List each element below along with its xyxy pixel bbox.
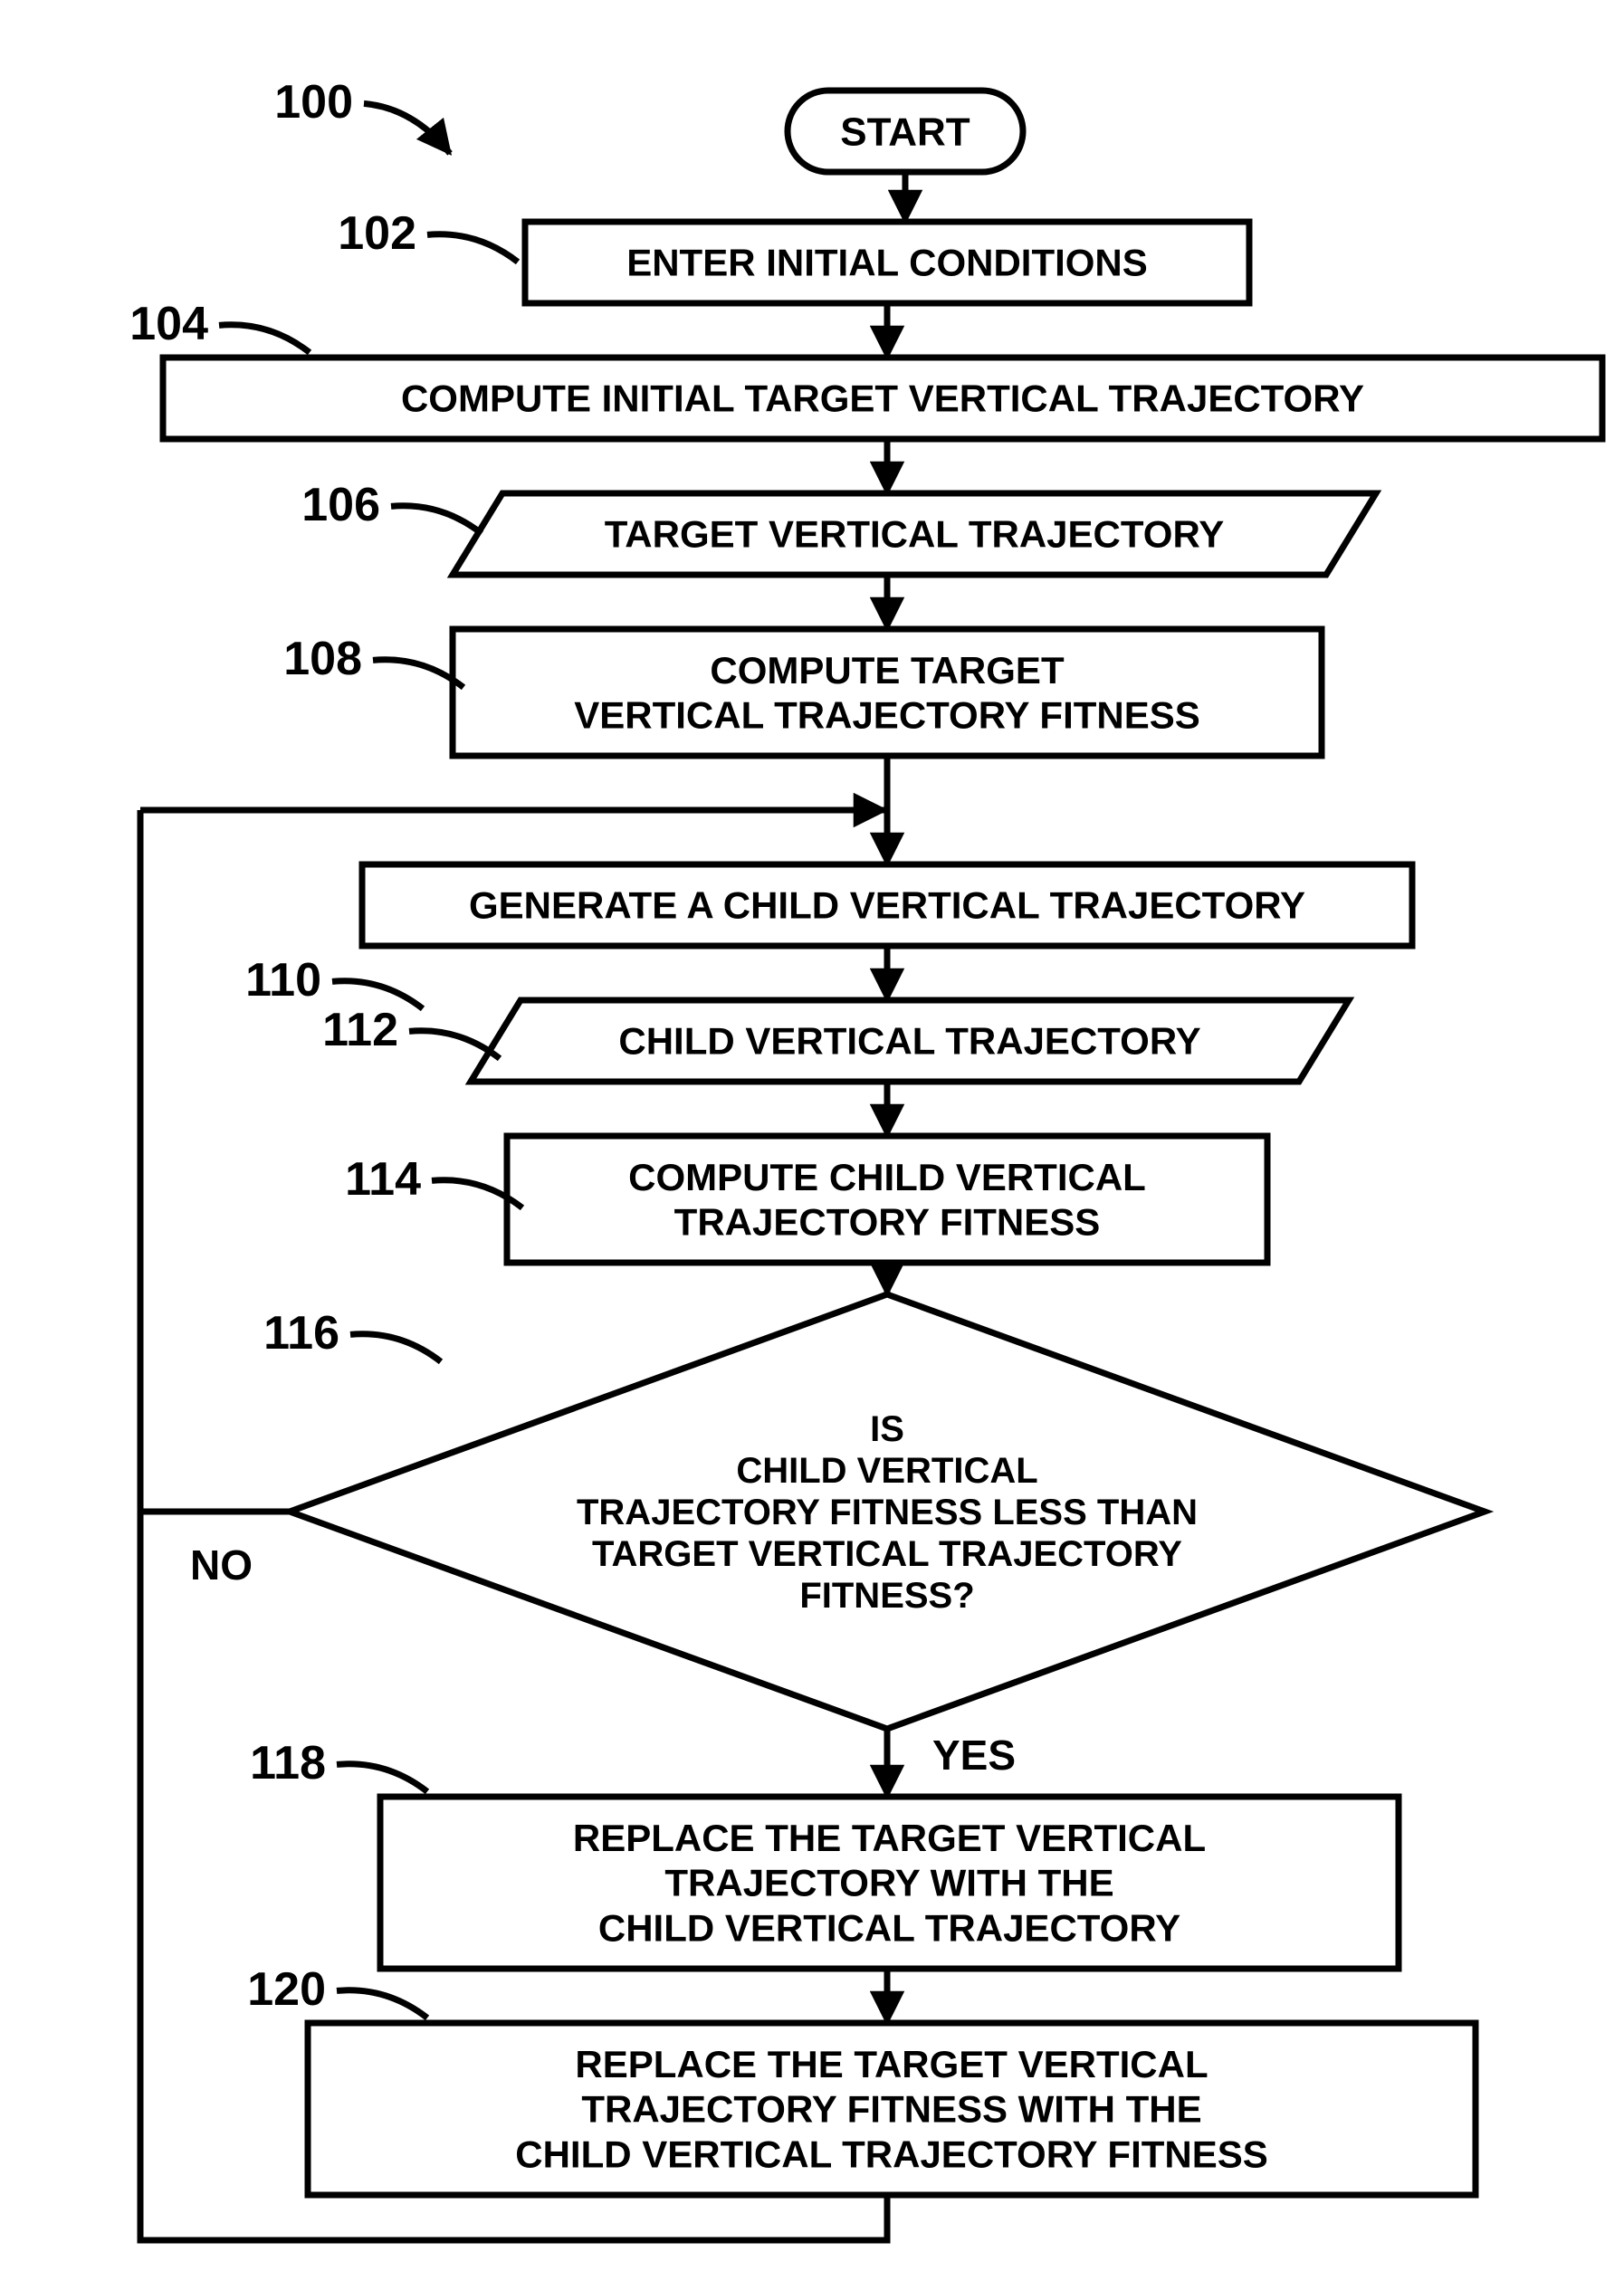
ref-102: 102 [338, 207, 416, 260]
ref-114: 114 [345, 1153, 421, 1206]
n102-label: ENTER INITIAL CONDITIONS [626, 242, 1148, 284]
ref-116: 116 [263, 1307, 339, 1360]
ref-112: 112 [322, 1004, 398, 1056]
ref-108: 108 [283, 633, 362, 685]
ref-leader [219, 325, 310, 353]
n104-label: COMPUTE INITIAL TARGET VERTICAL TRAJECTO… [401, 377, 1364, 420]
ref-106: 106 [301, 479, 380, 531]
n120-label: REPLACE THE TARGET VERTICALTRAJECTORY FI… [515, 2043, 1268, 2175]
ref-120: 120 [247, 1963, 326, 2016]
ref-118: 118 [250, 1737, 326, 1789]
n112-label: CHILD VERTICAL TRAJECTORY [618, 1020, 1200, 1063]
n118-label: REPLACE THE TARGET VERTICALTRAJECTORY WI… [573, 1817, 1206, 1949]
branch-label-yes: YES [932, 1732, 1016, 1779]
ref-100: 100 [274, 76, 353, 129]
n106-label: TARGET VERTICAL TRAJECTORY [605, 513, 1225, 556]
terminal-start-label: START [840, 110, 970, 154]
ref-leader [427, 234, 518, 262]
n110-label: GENERATE A CHILD VERTICAL TRAJECTORY [469, 884, 1305, 927]
ref-leader [391, 506, 482, 534]
ref-leader [337, 1990, 427, 2018]
ref-104: 104 [129, 298, 208, 350]
branch-label-no: NO [190, 1541, 253, 1589]
flowchart-canvas: START ENTER INITIAL CONDITIONS COMPUTE INI… [0, 0, 1624, 2271]
ref-leader [350, 1334, 441, 1362]
ref-leader [337, 1764, 427, 1792]
edge [140, 810, 290, 1512]
ref-leader [364, 103, 450, 153]
ref-110: 110 [245, 954, 321, 1007]
